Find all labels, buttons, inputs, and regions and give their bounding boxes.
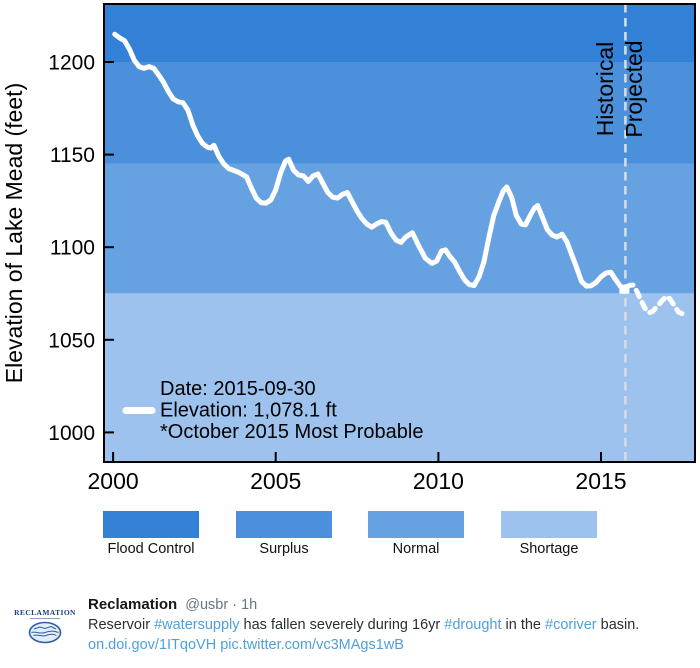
- band-normal: [104, 163, 695, 294]
- y-tick-label-1200: 1200: [48, 52, 95, 75]
- x-tick-label-2005: 2005: [250, 468, 301, 494]
- historical-label: Historical: [592, 42, 618, 137]
- x-tick-label-2010: 2010: [413, 468, 464, 494]
- legend-label-normal: Normal: [392, 541, 440, 557]
- plot-border: [103, 3, 696, 463]
- legend-swatch-shortage: [501, 511, 597, 538]
- series-projected-elevation: [623, 282, 689, 317]
- y-tick-label-1000: 1000: [48, 422, 95, 445]
- band-flood-control: [104, 4, 695, 62]
- reclamation-wordmark: RECLAMATION: [14, 608, 76, 617]
- y-tick-label-1050: 1050: [48, 329, 95, 352]
- legend-label-flood-control: Flood Control: [107, 541, 195, 557]
- link-pic-twitter-com-vc3mags1wb[interactable]: pic.twitter.com/vc3MAgs1wB: [220, 637, 404, 653]
- series-historical-elevation: [112, 31, 627, 291]
- legend-swatch-flood-control: [103, 511, 199, 538]
- x-tick-label-2000: 2000: [88, 468, 139, 494]
- band-surplus: [104, 62, 695, 164]
- tweet: RECLAMATION Reclamation @usbr · 1h Reser…: [14, 595, 690, 657]
- tweet-content: Reclamation @usbr · 1h Reservoir #waters…: [88, 595, 690, 657]
- y-tick-label-1150: 1150: [50, 144, 95, 167]
- tweet-text-segment: Reservoir: [88, 617, 155, 633]
- link-on-doi-gov-1itqovh[interactable]: on.doi.gov/1ITqoVH: [88, 637, 217, 653]
- logo-tagline-rule: [30, 618, 60, 619]
- tweet-avatar[interactable]: RECLAMATION: [14, 595, 76, 657]
- annotation-line-2: Elevation: 1,078.1 ft: [160, 400, 337, 422]
- hashtag-watersupply[interactable]: #watersupply: [154, 617, 240, 633]
- legend-label-surplus: Surplus: [259, 541, 309, 557]
- x-tick-label-2015: 2015: [575, 468, 626, 494]
- chart-legend: Flood Control Surplus Normal Shortage: [103, 511, 597, 557]
- tweet-header: Reclamation @usbr · 1h: [88, 595, 690, 615]
- legend-swatch-normal: [368, 511, 464, 538]
- tweet-author-handle[interactable]: @usbr: [185, 597, 229, 613]
- tweet-text-segment: in the: [501, 617, 546, 633]
- reclamation-seal-icon: [28, 621, 62, 644]
- tweet-text-segment: has fallen severely during 16yr: [239, 617, 445, 633]
- tweet-text-segment: basin.: [596, 617, 640, 633]
- y-axis-title: Elevation of Lake Mead (feet): [1, 83, 27, 383]
- tweet-links: on.doi.gov/1ITqoVH pic.twitter.com/vc3MA…: [88, 635, 690, 655]
- band-shortage: [104, 293, 695, 462]
- annotation-line-1: Date: 2015-09-30: [160, 378, 316, 400]
- annotation-line-3: *October 2015 Most Probable: [160, 421, 424, 443]
- legend-label-shortage: Shortage: [519, 541, 579, 557]
- tweet-timestamp[interactable]: 1h: [241, 597, 258, 613]
- legend-swatch-surplus: [236, 511, 332, 538]
- current-elevation-marker: [619, 285, 630, 294]
- projected-label: Projected: [621, 40, 647, 137]
- lake-mead-elevation-chart: 1000 1050 1100 1150 1200 2000 2005 2010 2015 Elev…: [1, 3, 696, 494]
- tweet-author-name[interactable]: Reclamation: [88, 596, 178, 613]
- tweet-body: Reservoir #watersupply has fallen severe…: [88, 615, 690, 635]
- hashtag-coriver[interactable]: #coriver: [545, 617, 597, 633]
- tweet-separator: ·: [232, 597, 238, 613]
- y-tick-label-1100: 1100: [50, 237, 95, 260]
- hashtag-drought[interactable]: #drought: [444, 617, 502, 633]
